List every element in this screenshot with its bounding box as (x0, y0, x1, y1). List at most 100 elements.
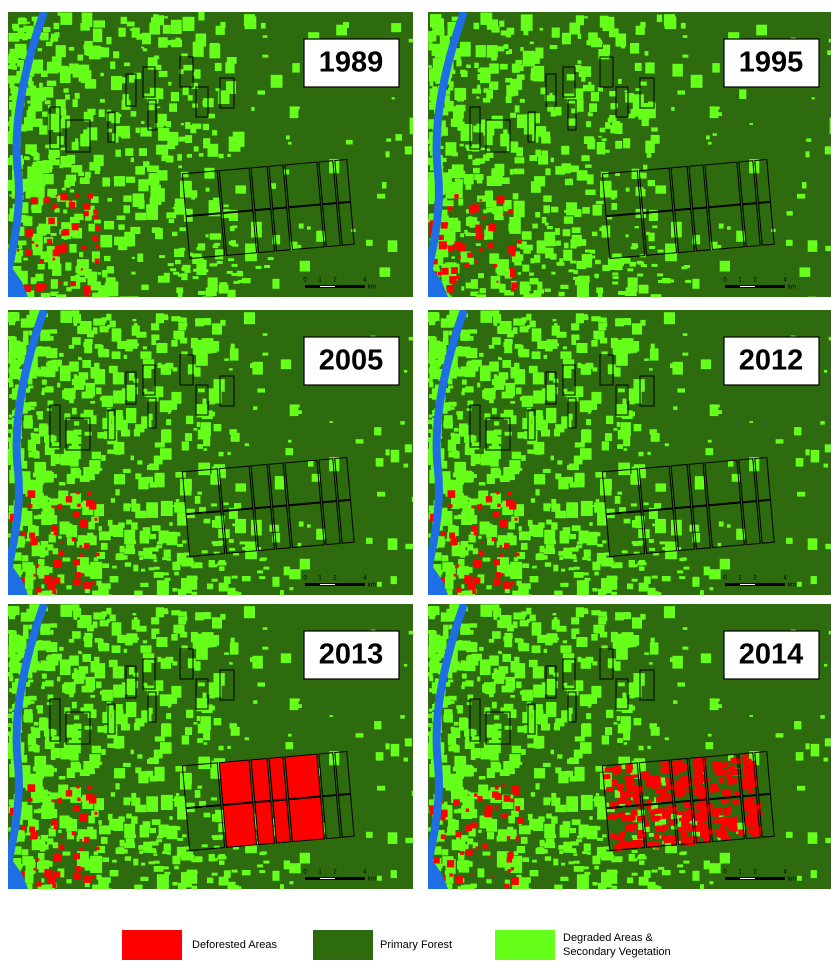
vegetation-patch (285, 448, 294, 456)
vegetation-patch (638, 284, 649, 294)
vegetation-patch (42, 501, 55, 516)
vegetation-patch (511, 463, 520, 475)
vegetation-patch (567, 167, 571, 172)
vegetation-patch (217, 540, 224, 544)
vegetation-patch (113, 735, 125, 749)
vegetation-patch (71, 733, 79, 743)
cleared-patch (666, 783, 675, 791)
vegetation-patch (605, 433, 613, 441)
river-mouth (428, 262, 448, 297)
vegetation-patch (442, 568, 449, 572)
vegetation-patch (212, 130, 218, 136)
vegetation-patch (435, 248, 441, 252)
vegetation-patch (489, 655, 499, 666)
vegetation-patch (106, 313, 112, 321)
vegetation-patch (438, 145, 444, 149)
vegetation-patch (570, 848, 577, 852)
deforested-patch (453, 799, 460, 806)
vegetation-patch (535, 129, 545, 136)
vegetation-patch (532, 666, 544, 679)
plot-outline (268, 164, 288, 209)
vegetation-patch (516, 846, 525, 853)
vegetation-patch (650, 886, 662, 889)
vegetation-patch (71, 310, 80, 317)
vegetation-patch (591, 316, 601, 322)
vegetation-patch (25, 218, 30, 221)
deforested-patch (57, 221, 60, 224)
vegetation-patch (44, 728, 55, 737)
vegetation-patch (57, 868, 65, 878)
vegetation-patch (574, 209, 582, 217)
plot-outline (142, 364, 156, 396)
vegetation-patch (10, 254, 22, 263)
vegetation-patch (527, 743, 536, 748)
vegetation-patch (571, 334, 580, 341)
cleared-patch (654, 842, 661, 849)
vegetation-patch (645, 62, 655, 74)
cleared-patch (747, 828, 756, 835)
vegetation-patch (428, 505, 434, 512)
river-mouth (428, 560, 448, 595)
vegetation-patch (601, 872, 612, 888)
plot-outline (142, 658, 156, 690)
cleared-patch (647, 775, 658, 784)
vegetation-patch (117, 114, 122, 117)
vegetation-patch (270, 183, 276, 189)
vegetation-patch (618, 682, 625, 687)
vegetation-patch (138, 179, 149, 192)
vegetation-patch (194, 496, 201, 504)
vegetation-patch (652, 552, 659, 556)
vegetation-patch (40, 251, 52, 263)
vegetation-patch (174, 571, 179, 576)
vegetation-patch (94, 504, 104, 517)
vegetation-patch (534, 768, 546, 779)
vegetation-patch (707, 141, 712, 145)
vegetation-patch (229, 662, 233, 665)
vegetation-patch (519, 98, 525, 103)
deforested-patch (80, 268, 83, 271)
vegetation-patch (390, 743, 400, 757)
vegetation-patch (11, 388, 22, 400)
vegetation-patch (538, 816, 545, 822)
vegetation-patch (539, 27, 544, 31)
vegetation-patch (22, 486, 28, 494)
vegetation-patch (207, 583, 214, 590)
vegetation-patch (563, 388, 568, 392)
deforested-patch (437, 271, 442, 276)
vegetation-patch (493, 314, 502, 324)
scale-label: 0 (723, 278, 727, 284)
vegetation-patch (161, 509, 167, 515)
vegetation-patch (559, 258, 563, 262)
vegetation-patch (631, 850, 638, 854)
vegetation-patch (100, 234, 113, 248)
vegetation-patch (634, 226, 639, 229)
plot-group (181, 750, 355, 852)
cleared-patch (683, 801, 690, 808)
deforested-patch (447, 490, 456, 498)
vegetation-patch (214, 242, 221, 246)
vegetation-patch (810, 576, 817, 585)
vegetation-patch (148, 861, 155, 865)
vegetation-patch (489, 63, 499, 74)
cleared-patch (699, 808, 706, 816)
river (428, 604, 468, 865)
vegetation-patch (489, 361, 499, 372)
vegetation-patch (644, 358, 649, 361)
vegetation-patch (191, 123, 202, 129)
vegetation-patch (64, 180, 71, 188)
vegetation-patch (510, 78, 523, 90)
plot-outline (742, 795, 761, 840)
vegetation-patch (452, 347, 461, 357)
vegetation-patch (448, 664, 457, 673)
vegetation-patch (559, 530, 570, 544)
vegetation-patch (84, 431, 92, 436)
vegetation-patch (17, 226, 25, 236)
vegetation-patch (638, 188, 646, 197)
vegetation-patch (34, 755, 47, 769)
vegetation-patch (97, 726, 105, 733)
vegetation-patch (168, 81, 172, 86)
vegetation-patch (272, 234, 281, 245)
vegetation-patch (506, 85, 515, 97)
vegetation-patch (259, 576, 266, 580)
vegetation-patch (133, 323, 138, 327)
